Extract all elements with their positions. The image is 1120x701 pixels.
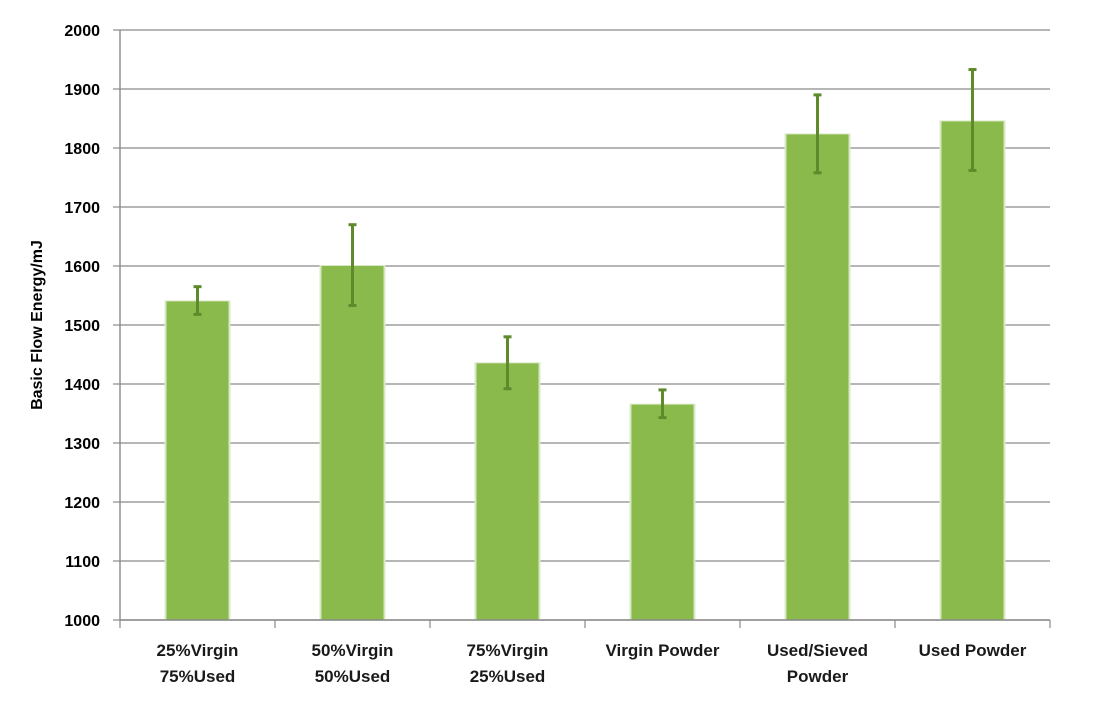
x-tick-label-line: 50%Used <box>315 667 391 686</box>
x-tick-label-line: 75%Virgin <box>467 641 549 660</box>
x-tick-labels: 25%Virgin 75%Used 50%Virgin 50%Used 75%Virgi… <box>157 641 1027 686</box>
y-tick-label: 1900 <box>64 82 100 99</box>
bar <box>321 266 384 620</box>
y-axis-label: Basic Flow Energy/mJ <box>29 240 46 410</box>
error-bars <box>193 68 977 420</box>
x-tick-label-line: 25%Used <box>470 667 546 686</box>
x-tick-label: 25%Virgin 75%Used <box>157 641 239 686</box>
x-tick-label-line: 50%Virgin <box>312 641 394 660</box>
bars <box>164 120 1006 620</box>
y-tick-labels: 1000 1100 1200 1300 1400 1500 1600 1700 1800 1900… <box>64 23 100 630</box>
x-tick-label: 75%Virgin 25%Used <box>467 641 549 686</box>
y-tick-label: 1300 <box>64 436 100 453</box>
y-tick-label: 1100 <box>65 554 100 571</box>
x-tick-label-line: Used/Sieved <box>767 641 868 660</box>
bar <box>631 404 694 620</box>
x-tick-label-line: Virgin Powder <box>606 641 720 660</box>
y-tick-label: 1500 <box>64 318 100 335</box>
y-tick-label: 1800 <box>64 141 100 158</box>
x-tick-label-line: Used Powder <box>919 641 1027 660</box>
gridlines <box>120 29 1050 621</box>
x-tick-label-line: Powder <box>787 667 849 686</box>
y-tick-label: 1200 <box>64 495 100 512</box>
y-tick-label: 1600 <box>64 259 100 276</box>
x-tick-label: 50%Virgin 50%Used <box>312 641 394 686</box>
x-tick-label-line: 25%Virgin <box>157 641 239 660</box>
y-tick-label: 1400 <box>64 377 100 394</box>
x-tick-label: Used Powder <box>919 641 1027 660</box>
axes <box>113 29 1051 628</box>
y-tick-label: 1000 <box>64 613 100 630</box>
y-tick-label: 2000 <box>64 23 100 40</box>
bar <box>476 363 539 620</box>
x-tick-label-line: 75%Used <box>160 667 236 686</box>
bar <box>941 121 1004 620</box>
x-tick-label: Virgin Powder <box>606 641 720 660</box>
y-tick-label: 1700 <box>64 200 100 217</box>
bar <box>786 134 849 620</box>
bar <box>166 301 229 620</box>
x-tick-label: Used/Sieved Powder <box>767 641 868 686</box>
